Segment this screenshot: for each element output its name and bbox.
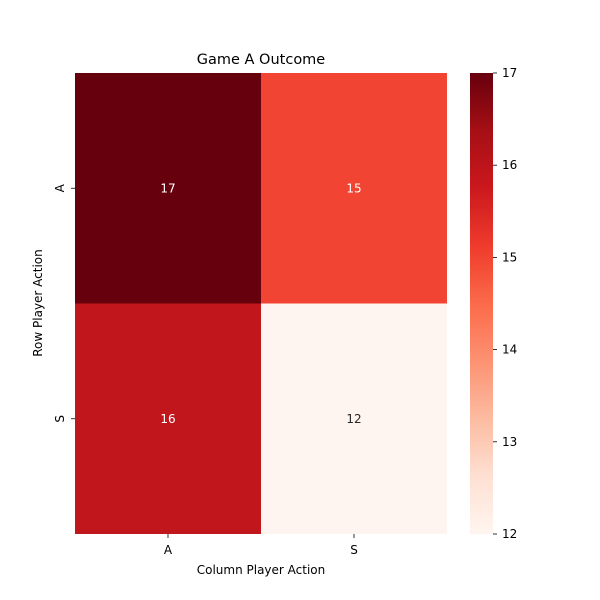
x-axis-label: Column Player Action [197, 563, 326, 577]
colorbar-gradient [470, 73, 493, 534]
cell-value-label: 16 [160, 412, 175, 426]
heatmap-cell [261, 73, 447, 304]
cell-value-label: 15 [346, 181, 361, 195]
colorbar-tick-label: 14 [502, 343, 517, 357]
colorbar-tick-label: 15 [502, 250, 517, 264]
x-tick-label: S [350, 543, 358, 557]
colorbar-tick-label: 13 [502, 435, 517, 449]
heatmap-cell [75, 303, 261, 534]
chart-title: Game A Outcome [197, 52, 326, 68]
y-axis-label: Row Player Action [31, 249, 45, 357]
x-tick-label: A [164, 543, 173, 557]
y-tick-label: S [53, 415, 67, 423]
cell-value-label: 12 [346, 412, 361, 426]
y-axis: AS [53, 183, 75, 423]
colorbar-tick-label: 17 [502, 66, 517, 80]
heatmap-cells: 17 15 16 12 [75, 73, 447, 534]
colorbar-tick-label: 16 [502, 158, 517, 172]
colorbar: 12 13 14 15 16 17 [470, 66, 517, 541]
cell-value-label: 17 [160, 181, 175, 195]
colorbar-tick-label: 12 [502, 527, 517, 541]
heatmap-cell [261, 303, 447, 534]
heatmap-cell [75, 73, 261, 304]
y-tick-label: A [53, 183, 67, 192]
